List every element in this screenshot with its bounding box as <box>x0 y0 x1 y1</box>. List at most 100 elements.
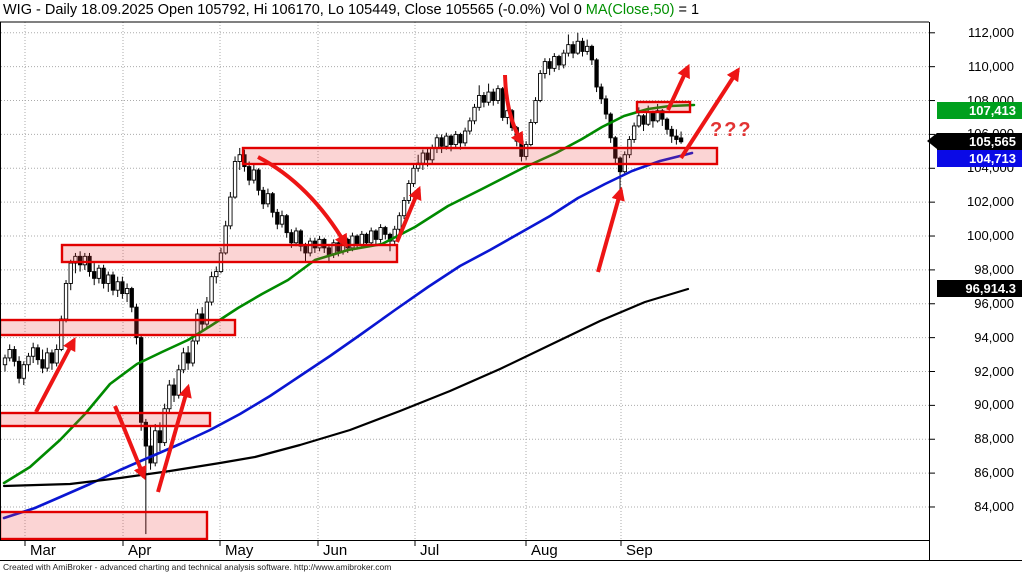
candle-body <box>16 360 22 379</box>
candle-body <box>228 196 233 227</box>
candle-body <box>528 122 533 146</box>
candle-body <box>49 352 55 364</box>
y-axis-tick-label: 94,000 <box>974 329 1014 345</box>
x-axis-month-label: Jun <box>323 542 348 559</box>
candle-body <box>542 61 548 74</box>
candle-body <box>425 152 430 161</box>
trend-arrow <box>156 383 192 493</box>
candle-body <box>171 384 177 396</box>
candle-body <box>157 430 163 444</box>
x-axis-month-label: Sep <box>626 542 653 559</box>
x-axis-month-label: Aug <box>531 542 558 559</box>
candle-body <box>631 125 637 140</box>
candle-body <box>115 281 120 291</box>
MA50-price-badge: 107,413 <box>937 101 1022 119</box>
candle-body <box>214 271 219 278</box>
candle-body <box>190 340 195 364</box>
candle-body <box>54 349 59 364</box>
candle-body <box>594 59 599 88</box>
y-axis-tick-label: 90,000 <box>974 397 1014 413</box>
footer-credit: Created with AmiBroker - advanced charti… <box>3 562 392 572</box>
candle-body <box>674 135 679 140</box>
candle-body <box>472 106 477 122</box>
candle-body <box>317 238 322 249</box>
candle-body <box>477 95 482 108</box>
candle-body <box>486 91 491 103</box>
candle-body <box>599 86 604 100</box>
candle-body <box>650 111 656 122</box>
candle-body <box>354 235 360 245</box>
blue-ma-line <box>2 151 694 520</box>
candle-body <box>96 267 102 279</box>
candle-body <box>195 313 200 342</box>
candle-body <box>664 118 670 130</box>
ma-value-suffix: = 1 <box>674 2 700 18</box>
candle-body <box>660 110 665 120</box>
candle-body <box>153 430 158 464</box>
y-axis-tick-label: 98,000 <box>974 261 1014 277</box>
trend-arrow <box>34 336 76 413</box>
last-close-price-badge: 105,565 <box>927 133 1022 151</box>
candle-body <box>481 95 487 103</box>
candle-body <box>12 349 17 362</box>
title-ohlc-text: WIG - Daily 18.09.2025 Open 105792, Hi 1… <box>3 2 586 18</box>
trend-arrow <box>503 74 524 146</box>
candle-body <box>237 154 242 162</box>
candle-body <box>308 240 313 254</box>
candle-body <box>373 230 379 240</box>
candle-body <box>458 133 463 144</box>
candle-body <box>538 72 543 101</box>
x-axis-month-label: Mar <box>30 542 56 559</box>
candle-body <box>608 113 613 139</box>
candle-body <box>500 88 505 118</box>
trend-arrow <box>596 186 625 273</box>
y-axis-tick-label: 96,000 <box>974 295 1014 311</box>
y-axis-tick-label: 100,000 <box>967 228 1014 244</box>
candle-body <box>167 384 172 410</box>
support-resistance-zone <box>0 318 237 337</box>
candle-body <box>378 227 383 240</box>
candle-body <box>561 52 566 66</box>
candle-body <box>279 215 285 225</box>
candle-body <box>129 288 134 308</box>
candle-body <box>570 44 576 54</box>
candle-body <box>232 161 238 198</box>
candle-body <box>439 137 444 147</box>
y-axis-tick-label: 84,000 <box>974 498 1014 514</box>
candle-body <box>110 274 116 291</box>
trend-arrow <box>666 63 690 111</box>
candle-body <box>406 183 411 201</box>
y-axis-tick-label: 92,000 <box>974 363 1014 379</box>
green-ma-line <box>2 103 696 485</box>
y-axis-tick-label: 102,000 <box>967 194 1014 210</box>
x-axis-month-label: May <box>225 542 254 559</box>
candle-body <box>547 61 552 69</box>
candle-body <box>603 98 609 115</box>
candle-body <box>21 364 26 379</box>
candle-body <box>552 56 557 69</box>
candle-body <box>148 445 153 464</box>
candle-body <box>467 120 472 132</box>
candle-body <box>120 281 125 295</box>
candle-body <box>523 144 529 157</box>
support-resistance-zone <box>241 146 719 166</box>
candle-body <box>284 215 289 234</box>
candle-body <box>293 230 299 244</box>
candle-body <box>585 45 590 52</box>
candle-body <box>40 359 45 369</box>
candle-body <box>411 167 416 184</box>
candle-body <box>185 352 191 364</box>
candle-body <box>289 232 294 244</box>
candle-body <box>678 137 684 143</box>
MA100-price-badge: 104,713 <box>937 150 1022 168</box>
candle-body <box>636 115 641 127</box>
candle-body <box>350 235 355 249</box>
x-axis-month-label: Jul <box>420 542 440 559</box>
candle-body <box>7 349 12 359</box>
title-bar: WIG - Daily 18.09.2025 Open 105792, Hi 1… <box>3 2 927 21</box>
candle-body <box>453 133 458 146</box>
candle-body <box>2 357 8 366</box>
candle-body <box>462 130 468 144</box>
candle-body <box>270 193 275 213</box>
